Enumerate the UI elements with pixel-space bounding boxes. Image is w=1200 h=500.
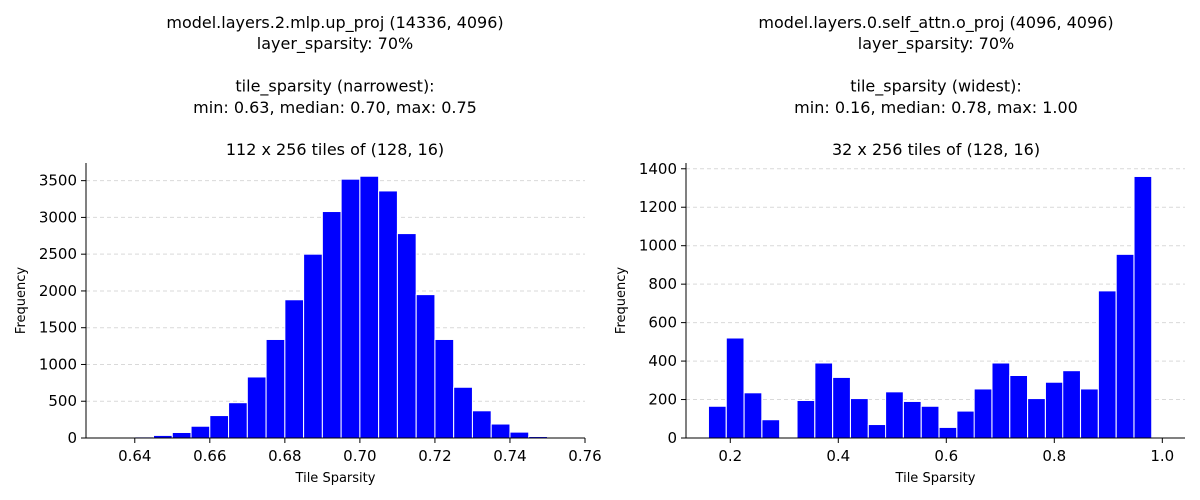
histogram-bar (920, 405, 940, 439)
y-tick-label: 400 (648, 352, 677, 370)
y-tick-label: 800 (648, 275, 677, 293)
y-tick-label: 2000 (39, 282, 77, 300)
chart-title-line: 112 x 256 tiles of (128, 16) (226, 140, 444, 159)
x-axis-label: Tile Sparsity (895, 471, 976, 486)
histogram-bar (1062, 370, 1081, 439)
x-tick-label: 0.76 (568, 447, 601, 465)
histogram-bar (434, 338, 455, 439)
x-tick-label: 0.6 (934, 447, 958, 465)
x-tick-label: 0.64 (118, 447, 151, 465)
histogram-chart-up-proj: model.layers.2.mlp.up_proj (14336, 4096)… (14, 13, 602, 486)
histogram-bar (396, 233, 417, 439)
histogram-bar (359, 175, 380, 439)
x-tick-label: 0.74 (493, 447, 526, 465)
histogram-bar (265, 338, 286, 439)
histogram-bar (849, 398, 869, 439)
x-tick-label: 0.8 (1042, 447, 1066, 465)
histogram-bar (246, 376, 267, 439)
histogram-bar (509, 431, 530, 439)
y-tick-label: 1000 (39, 355, 77, 373)
y-tick-label: 500 (48, 392, 77, 410)
x-tick-label: 0.4 (826, 447, 850, 465)
histogram-bar (471, 410, 492, 439)
y-tick-label: 3500 (39, 172, 77, 190)
chart-title-line: min: 0.16, median: 0.78, max: 1.00 (794, 98, 1078, 117)
y-tick-label: 0 (667, 429, 677, 447)
histogram-bar (956, 410, 976, 439)
histogram-bar (453, 386, 473, 439)
histogram-bar (340, 178, 361, 439)
chart-title-line: 32 x 256 tiles of (128, 16) (832, 140, 1040, 159)
y-tick-label: 3000 (39, 208, 77, 226)
histogram-bar (707, 405, 727, 439)
histogram-bar (973, 388, 993, 439)
histogram-bar (190, 425, 211, 439)
histogram-bar (814, 362, 834, 439)
x-axis-label: Tile Sparsity (295, 471, 376, 486)
x-tick-label: 0.66 (193, 447, 226, 465)
histogram-bar (284, 299, 305, 439)
histogram-bar (1027, 398, 1046, 439)
y-tick-label: 0 (67, 429, 77, 447)
y-tick-label: 2500 (39, 245, 77, 263)
histogram-bar (761, 419, 781, 439)
histogram-bar (415, 294, 436, 439)
chart-title-line: tile_sparsity (widest): (850, 77, 1022, 97)
histogram-bar (743, 392, 763, 439)
chart-title-line: model.layers.0.self_attn.o_proj (4096, 4… (758, 13, 1113, 33)
histogram-bar (832, 376, 851, 439)
histogram-bar (228, 402, 248, 439)
histogram-bar (885, 391, 904, 439)
x-tick-label: 1.0 (1150, 447, 1174, 465)
x-tick-label: 0.72 (418, 447, 451, 465)
y-axis-label: Frequency (14, 267, 29, 334)
y-tick-label: 1500 (39, 319, 77, 337)
x-tick-label: 0.68 (268, 447, 301, 465)
histogram-bar (902, 400, 922, 439)
histogram-bar (725, 337, 745, 439)
chart-title-line: model.layers.2.mlp.up_proj (14336, 4096) (166, 13, 503, 33)
y-axis-label: Frequency (614, 267, 629, 334)
x-tick-label: 0.2 (718, 447, 742, 465)
x-tick-label: 0.70 (343, 447, 376, 465)
histogram-bar (378, 190, 398, 439)
histogram-bar (321, 211, 342, 439)
chart-title-line: layer_sparsity: 70% (858, 34, 1014, 54)
histogram-bar (938, 426, 958, 439)
chart-title-line: tile_sparsity (narrowest): (235, 77, 434, 97)
histogram-bar (796, 400, 816, 439)
histogram-bar (303, 253, 323, 439)
histogram-bar (1080, 388, 1099, 439)
histogram-bar (1097, 290, 1117, 439)
histogram-bar (171, 431, 192, 439)
histogram-bar (209, 415, 230, 439)
y-tick-label: 1000 (639, 237, 677, 255)
histogram-bar (1044, 381, 1064, 439)
chart-title-line: min: 0.63, median: 0.70, max: 0.75 (193, 98, 477, 117)
y-tick-label: 1200 (639, 198, 677, 216)
y-tick-label: 600 (648, 314, 677, 332)
y-tick-label: 1400 (639, 160, 677, 178)
histogram-bar (490, 423, 511, 439)
histogram-bar (1133, 175, 1153, 439)
histogram-bar (991, 362, 1011, 439)
chart-title-line: layer_sparsity: 70% (257, 34, 413, 54)
histogram-bar (1115, 253, 1135, 439)
histogram-bar (867, 424, 887, 439)
histogram-bar (1009, 375, 1029, 439)
histogram-chart-o-proj: model.layers.0.self_attn.o_proj (4096, 4… (614, 13, 1185, 486)
y-tick-label: 200 (648, 391, 677, 409)
